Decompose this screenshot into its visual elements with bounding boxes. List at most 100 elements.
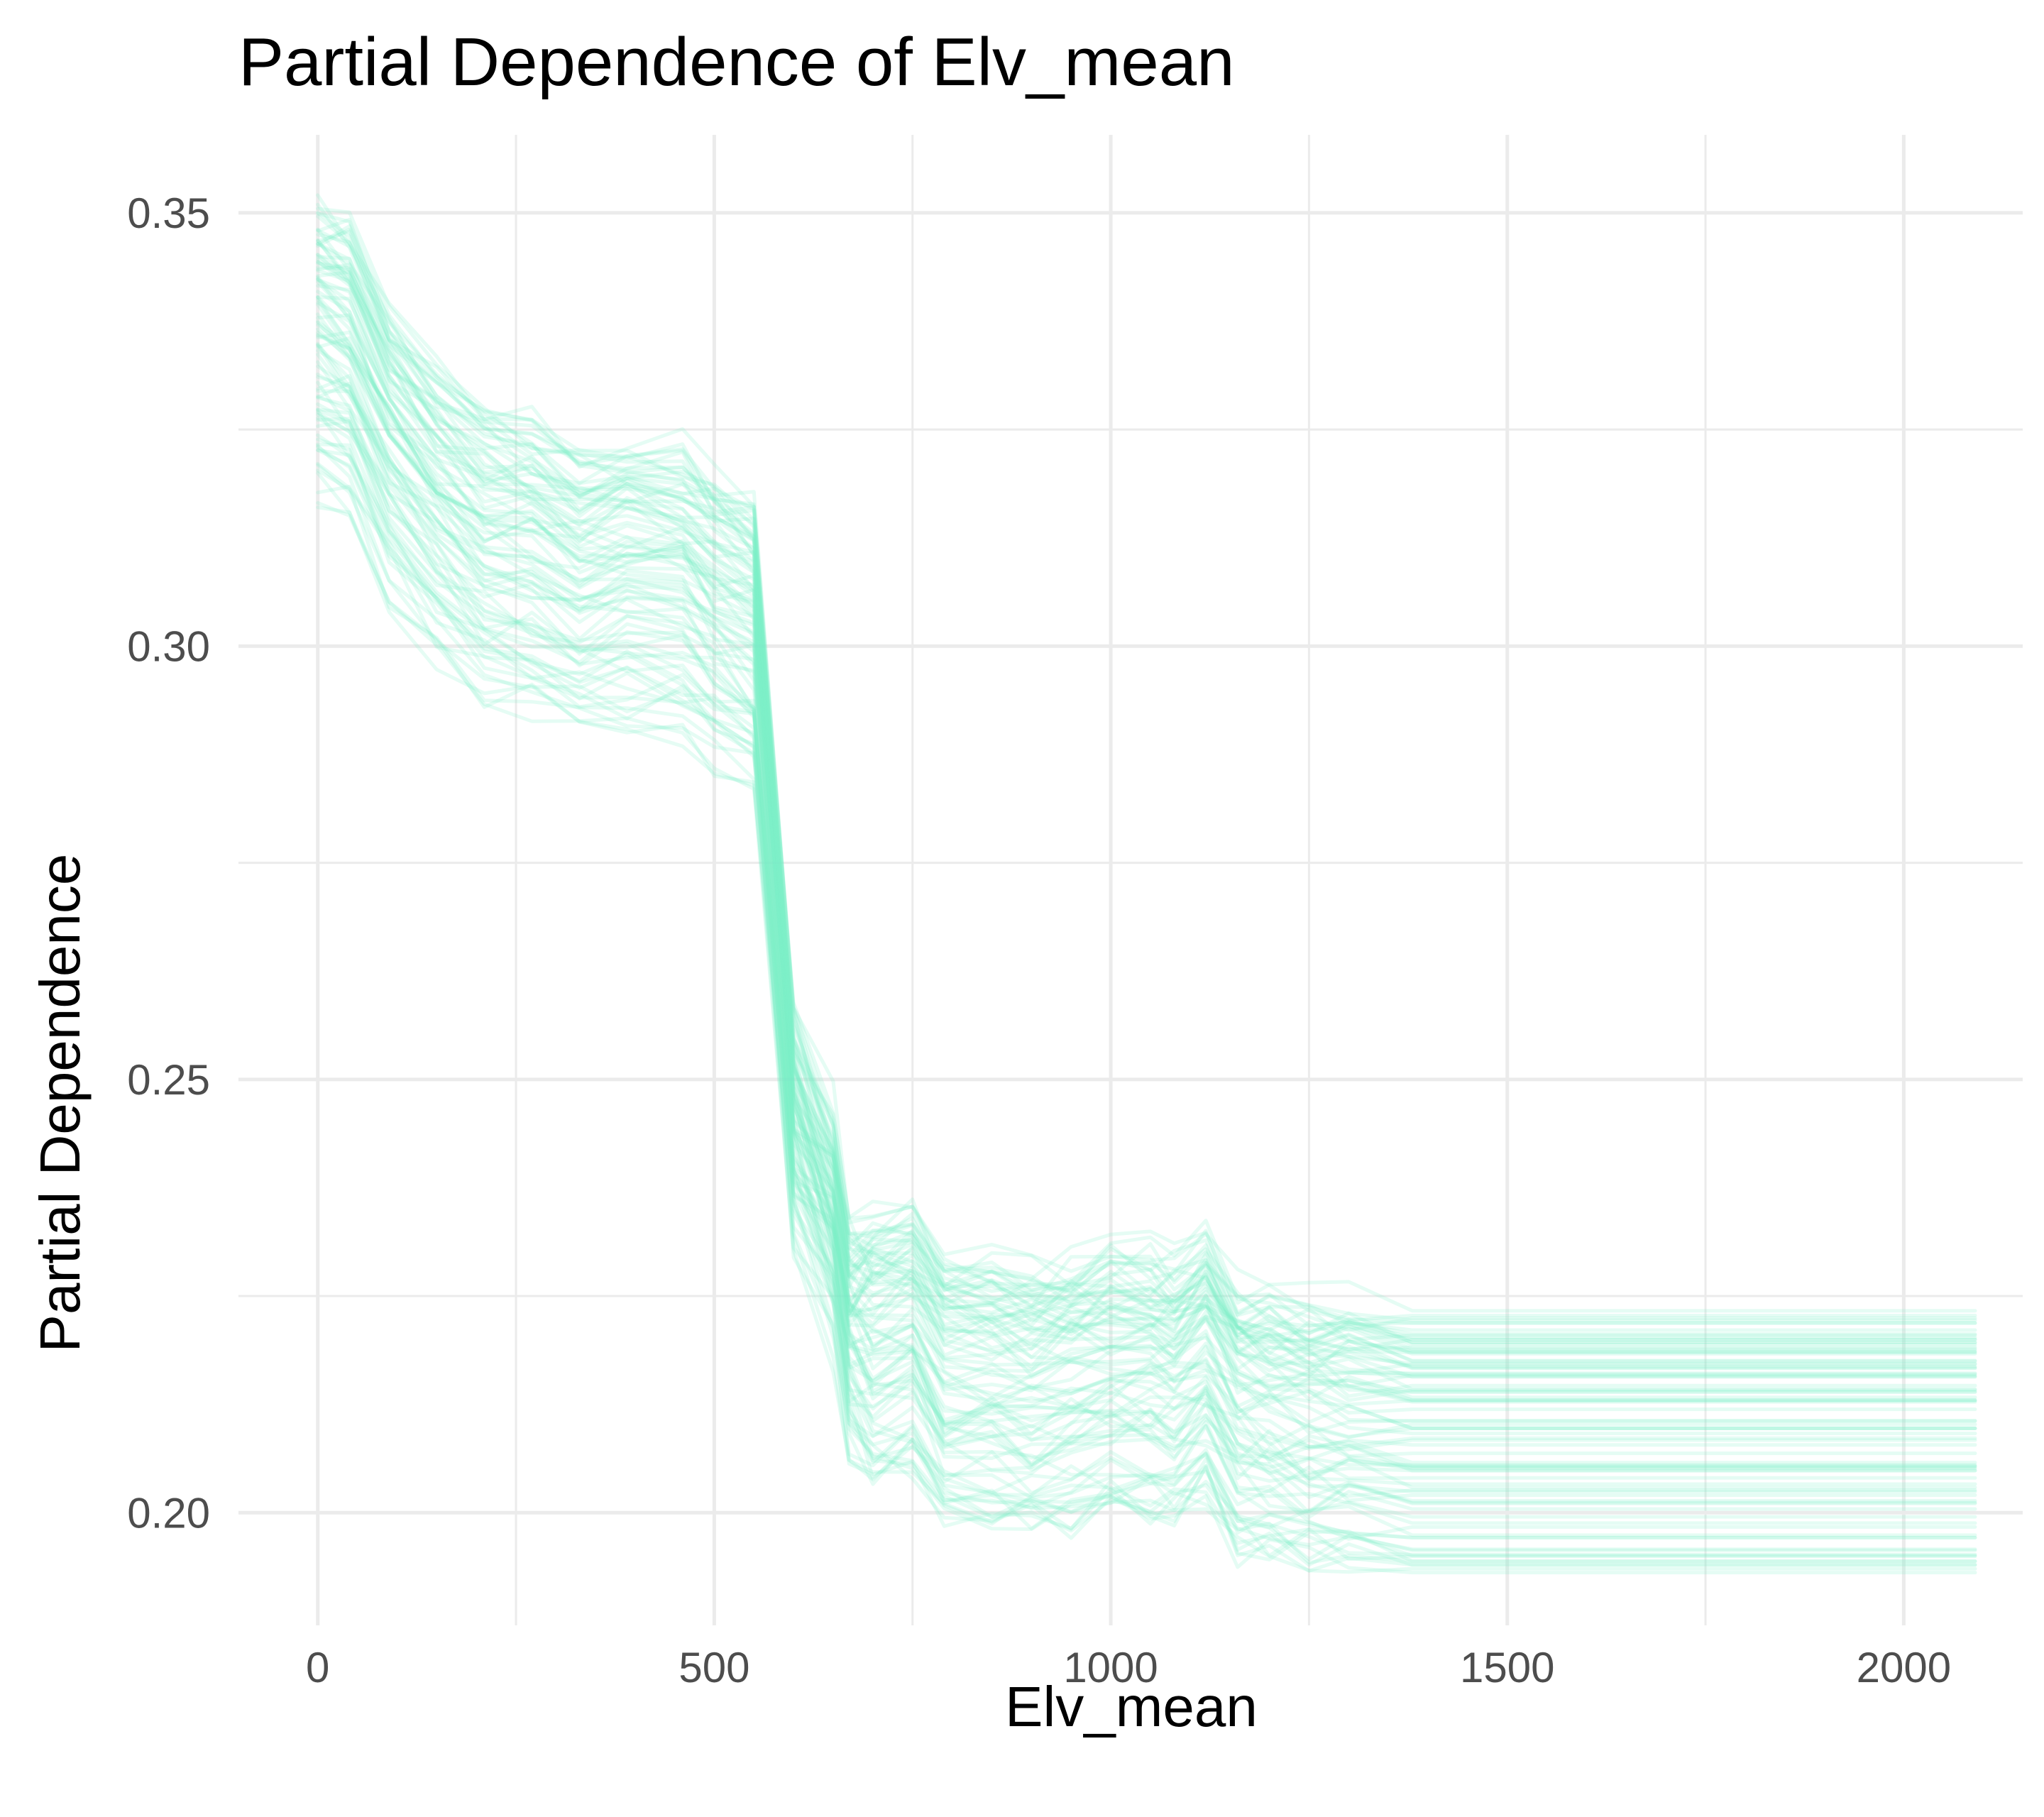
ice-curve <box>316 257 1977 1430</box>
ice-curve <box>316 501 1977 1574</box>
ice-curve <box>316 445 1977 1389</box>
ice-curve <box>316 448 1977 1371</box>
x-axis-label: Elv_mean <box>1005 1675 1258 1738</box>
ice-curve <box>316 373 1977 1349</box>
ice-curve <box>316 228 1977 1552</box>
ice-curve <box>316 313 1977 1326</box>
ice-curve <box>316 227 1977 1402</box>
ice-curve <box>316 260 1977 1490</box>
x-tick-label: 2000 <box>1857 1644 1951 1691</box>
ice-curve <box>316 402 1977 1476</box>
ice-curve <box>316 433 1977 1325</box>
ice-curve <box>316 375 1977 1475</box>
ice-lines-layer <box>316 193 1977 1575</box>
ice-curve <box>316 207 1977 1322</box>
grid-layer <box>238 135 2023 1625</box>
ice-curve <box>316 334 1977 1469</box>
ice-curve <box>316 211 1977 1351</box>
ice-curve <box>316 295 1977 1558</box>
ice-curve <box>316 327 1977 1344</box>
ice-curve <box>316 261 1977 1356</box>
ice-curve <box>316 364 1977 1351</box>
ice-curve <box>316 224 1977 1486</box>
ice-curve <box>316 229 1977 1366</box>
ice-curve <box>316 270 1977 1481</box>
ice-curve <box>316 321 1977 1439</box>
ice-curve <box>316 268 1977 1541</box>
ice-curve <box>316 202 1977 1363</box>
ice-curve <box>316 212 1977 1394</box>
ice-curve <box>316 280 1977 1451</box>
ice-curve <box>316 485 1977 1449</box>
ice-curve <box>316 330 1977 1378</box>
y-tick-label: 0.30 <box>127 622 210 670</box>
ice-curve <box>316 417 1977 1525</box>
ice-curve <box>316 255 1977 1515</box>
ice-curve <box>316 242 1977 1401</box>
ice-curve <box>316 238 1977 1537</box>
ice-curve <box>316 396 1977 1365</box>
ice-curve <box>316 333 1977 1407</box>
ice-curve <box>316 343 1977 1402</box>
ice-curve <box>316 278 1977 1351</box>
ice-curve <box>316 336 1977 1322</box>
ice-curve <box>316 353 1977 1503</box>
ice-curve <box>316 241 1977 1341</box>
ice-curve <box>316 295 1977 1493</box>
ice-curve <box>316 461 1977 1356</box>
ice-curve <box>316 276 1977 1332</box>
y-axis-label: Partial Dependence <box>28 854 92 1353</box>
ice-curve <box>316 290 1977 1513</box>
ice-curve <box>316 373 1977 1465</box>
ice-curve <box>316 448 1977 1378</box>
y-tick-label: 0.20 <box>127 1489 210 1537</box>
ice-curve <box>316 331 1977 1469</box>
ice-curve <box>316 297 1977 1575</box>
ice-curve <box>316 410 1977 1498</box>
ice-curve <box>316 319 1977 1505</box>
ice-curve <box>316 394 1977 1565</box>
ice-curve <box>316 278 1977 1451</box>
tick-labels-layer: 0 500 1000 1500 2000 0.20 0.25 0.30 0.35 <box>127 190 1951 1691</box>
ice-curve <box>316 348 1977 1557</box>
ice-curve <box>316 468 1977 1346</box>
ice-curve <box>316 341 1977 1313</box>
ice-curve <box>316 442 1977 1561</box>
x-tick-label: 0 <box>306 1644 329 1691</box>
ice-curve <box>316 407 1977 1415</box>
ice-curve <box>316 412 1977 1394</box>
ice-curve <box>316 409 1977 1539</box>
ice-curve <box>316 238 1977 1481</box>
ice-curve <box>316 227 1977 1469</box>
ice-curve <box>316 343 1977 1519</box>
x-tick-label: 1500 <box>1460 1644 1554 1691</box>
ice-curve <box>316 407 1977 1376</box>
ice-curve <box>316 214 1977 1357</box>
ice-curve <box>316 233 1977 1376</box>
ice-curve <box>316 263 1977 1391</box>
ice-curve <box>316 380 1977 1519</box>
ice-curve <box>316 259 1977 1539</box>
ice-curve <box>316 312 1977 1435</box>
ice-curve <box>316 416 1977 1567</box>
ice-curve <box>316 295 1977 1564</box>
ice-curve <box>316 389 1977 1345</box>
ice-curve <box>316 217 1977 1439</box>
ice-curve <box>316 444 1977 1430</box>
ice-curve <box>316 253 1977 1368</box>
chart-title: Partial Dependence of Elv_mean <box>238 24 1235 100</box>
ice-curve <box>316 253 1977 1458</box>
ice-curve <box>316 471 1977 1379</box>
ice-curve <box>316 301 1977 1483</box>
y-tick-label: 0.25 <box>127 1056 210 1104</box>
ice-curve <box>316 381 1977 1404</box>
y-tick-label: 0.35 <box>127 190 210 237</box>
ice-curve <box>316 323 1977 1332</box>
ice-curve <box>316 505 1977 1436</box>
ice-curve <box>316 275 1977 1363</box>
x-tick-label: 500 <box>678 1644 749 1691</box>
ice-curve <box>316 360 1977 1336</box>
x-tick-label: 1000 <box>1063 1644 1158 1691</box>
